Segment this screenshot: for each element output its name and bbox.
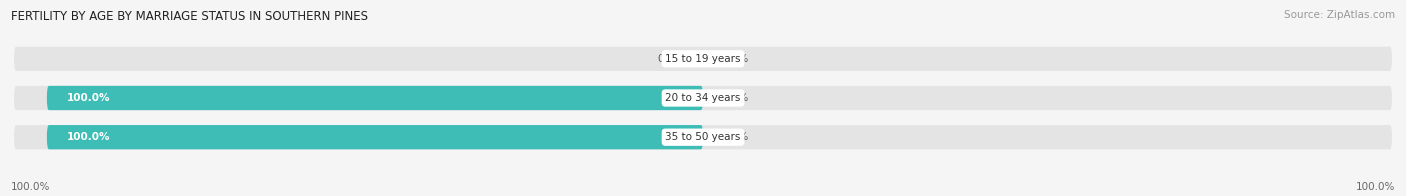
- FancyBboxPatch shape: [14, 86, 1392, 110]
- Text: 100.0%: 100.0%: [11, 182, 51, 192]
- Text: 0.0%: 0.0%: [723, 93, 749, 103]
- FancyBboxPatch shape: [46, 125, 703, 149]
- FancyBboxPatch shape: [14, 47, 1392, 71]
- Text: 0.0%: 0.0%: [723, 54, 749, 64]
- Text: 0.0%: 0.0%: [723, 132, 749, 142]
- Text: 100.0%: 100.0%: [66, 93, 110, 103]
- Text: 100.0%: 100.0%: [1355, 182, 1395, 192]
- Text: 100.0%: 100.0%: [66, 132, 110, 142]
- Text: Source: ZipAtlas.com: Source: ZipAtlas.com: [1284, 10, 1395, 20]
- Text: 20 to 34 years: 20 to 34 years: [665, 93, 741, 103]
- Text: 0.0%: 0.0%: [657, 54, 683, 64]
- FancyBboxPatch shape: [46, 86, 703, 110]
- Text: 35 to 50 years: 35 to 50 years: [665, 132, 741, 142]
- Text: FERTILITY BY AGE BY MARRIAGE STATUS IN SOUTHERN PINES: FERTILITY BY AGE BY MARRIAGE STATUS IN S…: [11, 10, 368, 23]
- Text: 15 to 19 years: 15 to 19 years: [665, 54, 741, 64]
- FancyBboxPatch shape: [14, 125, 1392, 149]
